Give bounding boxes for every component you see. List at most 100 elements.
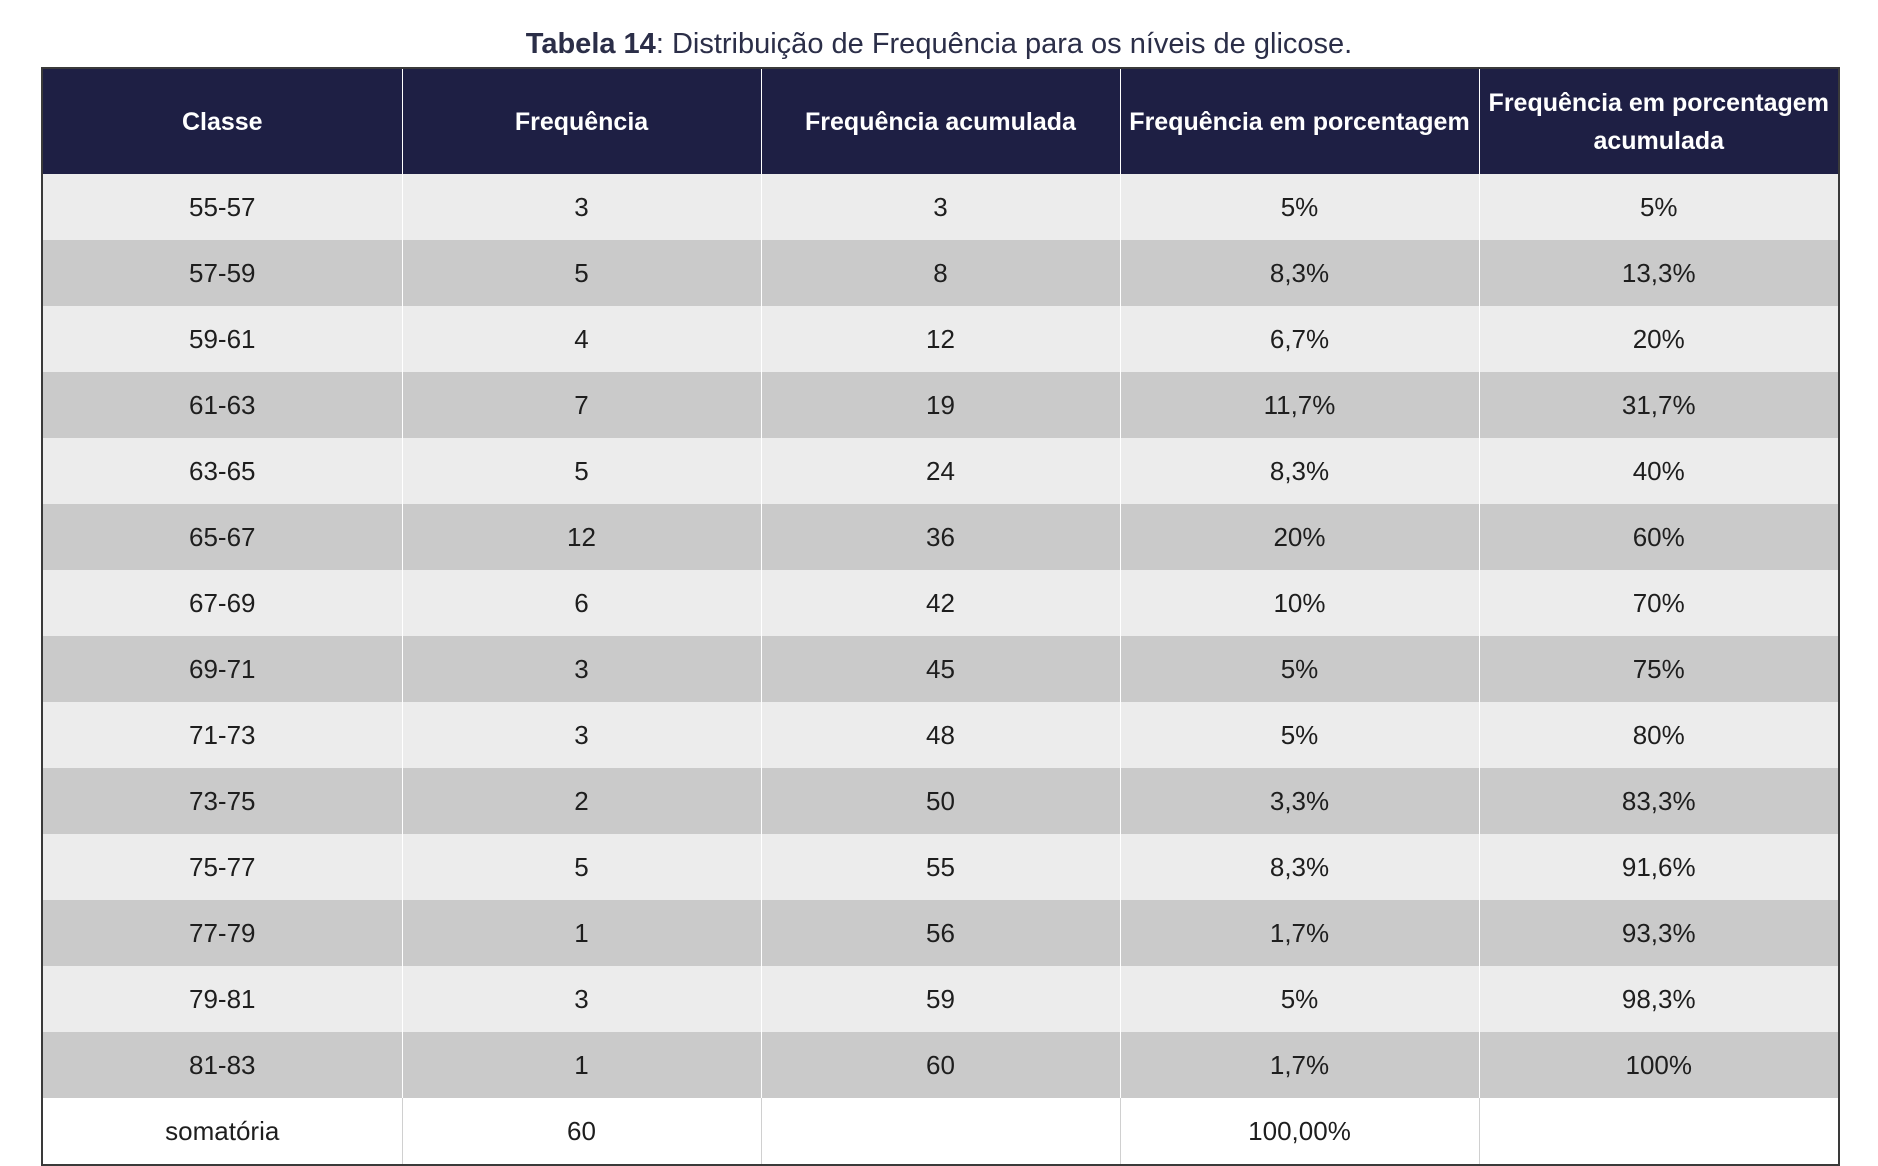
table-row: 81-83 1 60 1,7% 100%	[43, 1032, 1838, 1098]
cell-classe: 57-59	[43, 240, 402, 306]
table-caption: Tabela 14: Distribuição de Frequência pa…	[0, 24, 1878, 64]
cell-frequencia-acumulada: 36	[760, 504, 1120, 570]
table-row: 63-65 5 24 8,3% 40%	[43, 438, 1838, 504]
table-row: 67-69 6 42 10% 70%	[43, 570, 1838, 636]
total-row: somatória 60 100,00%	[43, 1098, 1838, 1164]
cell-classe: 77-79	[43, 900, 402, 966]
cell-classe: 79-81	[43, 966, 402, 1032]
cell-porcentagem-acumulada: 20%	[1478, 306, 1838, 372]
cell-classe: 67-69	[43, 570, 402, 636]
total-label: somatória	[43, 1098, 402, 1164]
total-porcentagem-acumulada	[1478, 1098, 1838, 1164]
cell-frequencia: 3	[401, 636, 761, 702]
table-row: 55-57 3 3 5% 5%	[43, 174, 1838, 240]
cell-porcentagem: 20%	[1119, 504, 1479, 570]
cell-frequencia: 1	[401, 1032, 761, 1098]
cell-porcentagem: 8,3%	[1119, 834, 1479, 900]
cell-porcentagem-acumulada: 70%	[1478, 570, 1838, 636]
cell-porcentagem-acumulada: 91,6%	[1478, 834, 1838, 900]
cell-frequencia: 7	[401, 372, 761, 438]
cell-frequencia: 5	[401, 438, 761, 504]
cell-porcentagem: 1,7%	[1119, 900, 1479, 966]
cell-classe: 75-77	[43, 834, 402, 900]
total-frequencia-acumulada	[760, 1098, 1120, 1164]
header-frequencia-porcentagem: Frequência em porcentagem	[1119, 69, 1479, 174]
header-frequencia-porcentagem-acumulada: Frequência em porcentagem acumulada	[1478, 69, 1838, 174]
cell-porcentagem: 5%	[1119, 636, 1479, 702]
cell-porcentagem-acumulada: 31,7%	[1478, 372, 1838, 438]
cell-porcentagem: 6,7%	[1119, 306, 1479, 372]
frequency-table-container: Classe Frequência Frequência acumulada F…	[41, 67, 1840, 1166]
cell-porcentagem: 3,3%	[1119, 768, 1479, 834]
cell-frequencia: 2	[401, 768, 761, 834]
cell-frequencia: 12	[401, 504, 761, 570]
table-row: 57-59 5 8 8,3% 13,3%	[43, 240, 1838, 306]
cell-frequencia: 5	[401, 240, 761, 306]
cell-porcentagem: 11,7%	[1119, 372, 1479, 438]
cell-frequencia-acumulada: 45	[760, 636, 1120, 702]
table-row: 71-73 3 48 5% 80%	[43, 702, 1838, 768]
table-body: 55-57 3 3 5% 5% 57-59 5 8 8,3% 13,3% 59-…	[43, 174, 1838, 1164]
table-row: 79-81 3 59 5% 98,3%	[43, 966, 1838, 1032]
table-row: 61-63 7 19 11,7% 31,7%	[43, 372, 1838, 438]
cell-frequencia-acumulada: 19	[760, 372, 1120, 438]
cell-porcentagem-acumulada: 93,3%	[1478, 900, 1838, 966]
cell-frequencia: 3	[401, 966, 761, 1032]
cell-frequencia-acumulada: 8	[760, 240, 1120, 306]
table-row: 65-67 12 36 20% 60%	[43, 504, 1838, 570]
cell-porcentagem-acumulada: 80%	[1478, 702, 1838, 768]
cell-frequencia-acumulada: 55	[760, 834, 1120, 900]
cell-frequencia: 3	[401, 174, 761, 240]
cell-porcentagem-acumulada: 83,3%	[1478, 768, 1838, 834]
cell-classe: 65-67	[43, 504, 402, 570]
cell-porcentagem-acumulada: 60%	[1478, 504, 1838, 570]
cell-porcentagem: 5%	[1119, 702, 1479, 768]
cell-classe: 71-73	[43, 702, 402, 768]
header-row: Classe Frequência Frequência acumulada F…	[43, 69, 1838, 174]
cell-porcentagem-acumulada: 98,3%	[1478, 966, 1838, 1032]
frequency-table: Classe Frequência Frequência acumulada F…	[43, 69, 1838, 1164]
cell-porcentagem: 10%	[1119, 570, 1479, 636]
cell-classe: 59-61	[43, 306, 402, 372]
cell-porcentagem: 8,3%	[1119, 438, 1479, 504]
cell-porcentagem-acumulada: 75%	[1478, 636, 1838, 702]
cell-frequencia-acumulada: 60	[760, 1032, 1120, 1098]
cell-classe: 61-63	[43, 372, 402, 438]
cell-porcentagem: 1,7%	[1119, 1032, 1479, 1098]
cell-frequencia-acumulada: 42	[760, 570, 1120, 636]
cell-porcentagem: 8,3%	[1119, 240, 1479, 306]
table-row: 59-61 4 12 6,7% 20%	[43, 306, 1838, 372]
cell-frequencia-acumulada: 50	[760, 768, 1120, 834]
cell-classe: 55-57	[43, 174, 402, 240]
header-frequencia-acumulada: Frequência acumulada	[760, 69, 1120, 174]
cell-porcentagem-acumulada: 5%	[1478, 174, 1838, 240]
cell-frequencia-acumulada: 3	[760, 174, 1120, 240]
cell-frequencia: 3	[401, 702, 761, 768]
cell-porcentagem: 5%	[1119, 966, 1479, 1032]
cell-frequencia-acumulada: 56	[760, 900, 1120, 966]
cell-porcentagem-acumulada: 40%	[1478, 438, 1838, 504]
cell-frequencia: 6	[401, 570, 761, 636]
cell-classe: 73-75	[43, 768, 402, 834]
total-porcentagem: 100,00%	[1119, 1098, 1479, 1164]
cell-frequencia-acumulada: 12	[760, 306, 1120, 372]
table-row: 69-71 3 45 5% 75%	[43, 636, 1838, 702]
cell-frequencia: 4	[401, 306, 761, 372]
cell-porcentagem: 5%	[1119, 174, 1479, 240]
cell-classe: 63-65	[43, 438, 402, 504]
caption-text: : Distribuição de Frequência para os nív…	[655, 28, 1353, 60]
caption-label: Tabela 14	[525, 28, 656, 60]
cell-frequencia: 1	[401, 900, 761, 966]
table-row: 77-79 1 56 1,7% 93,3%	[43, 900, 1838, 966]
cell-frequencia: 5	[401, 834, 761, 900]
header-frequencia: Frequência	[401, 69, 761, 174]
cell-porcentagem-acumulada: 100%	[1478, 1032, 1838, 1098]
header-classe: Classe	[43, 69, 402, 174]
cell-frequencia-acumulada: 48	[760, 702, 1120, 768]
total-frequencia: 60	[401, 1098, 761, 1164]
table-row: 75-77 5 55 8,3% 91,6%	[43, 834, 1838, 900]
table-row: 73-75 2 50 3,3% 83,3%	[43, 768, 1838, 834]
cell-frequencia-acumulada: 24	[760, 438, 1120, 504]
cell-frequencia-acumulada: 59	[760, 966, 1120, 1032]
cell-classe: 69-71	[43, 636, 402, 702]
